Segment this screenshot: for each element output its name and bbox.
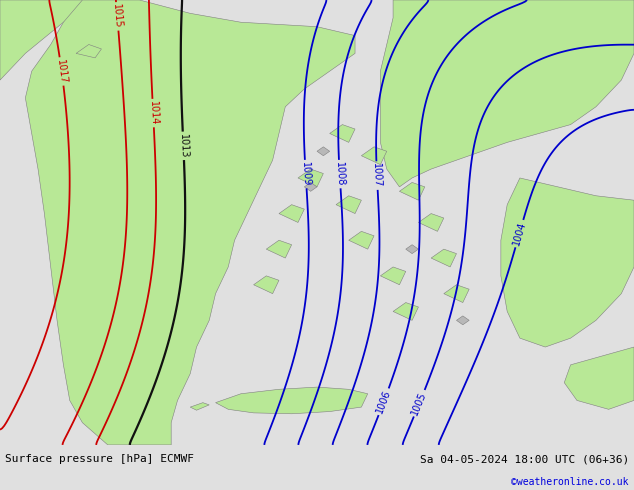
Text: 1008: 1008 xyxy=(334,162,346,187)
Polygon shape xyxy=(418,214,444,231)
Polygon shape xyxy=(25,0,355,445)
Text: 1005: 1005 xyxy=(410,390,429,416)
Text: 1014: 1014 xyxy=(148,100,158,125)
Polygon shape xyxy=(304,182,317,191)
Polygon shape xyxy=(190,403,209,410)
Polygon shape xyxy=(216,387,368,414)
Text: 1013: 1013 xyxy=(178,133,189,158)
Text: 1017: 1017 xyxy=(55,59,68,84)
Polygon shape xyxy=(380,0,634,187)
Polygon shape xyxy=(564,347,634,409)
Text: ©weatheronline.co.uk: ©weatheronline.co.uk xyxy=(512,477,629,487)
Text: Surface pressure [hPa] ECMWF: Surface pressure [hPa] ECMWF xyxy=(5,454,194,465)
Text: Sa 04-05-2024 18:00 UTC (06+36): Sa 04-05-2024 18:00 UTC (06+36) xyxy=(420,454,629,465)
Polygon shape xyxy=(393,302,418,320)
Polygon shape xyxy=(76,45,101,58)
Polygon shape xyxy=(380,267,406,285)
Text: 1007: 1007 xyxy=(372,163,382,188)
Polygon shape xyxy=(317,147,330,156)
Polygon shape xyxy=(298,169,323,187)
Polygon shape xyxy=(336,196,361,214)
Text: 1004: 1004 xyxy=(511,220,527,247)
Polygon shape xyxy=(406,245,418,254)
Polygon shape xyxy=(431,249,456,267)
Polygon shape xyxy=(456,316,469,325)
Text: 1009: 1009 xyxy=(300,162,311,187)
Polygon shape xyxy=(254,276,279,294)
Text: 1015: 1015 xyxy=(111,3,123,29)
Polygon shape xyxy=(399,182,425,200)
Polygon shape xyxy=(266,240,292,258)
Text: 1006: 1006 xyxy=(375,389,392,415)
Polygon shape xyxy=(0,0,114,80)
Polygon shape xyxy=(501,178,634,347)
Polygon shape xyxy=(330,124,355,143)
Polygon shape xyxy=(279,205,304,222)
Polygon shape xyxy=(444,285,469,302)
Polygon shape xyxy=(361,147,387,165)
Polygon shape xyxy=(349,231,374,249)
